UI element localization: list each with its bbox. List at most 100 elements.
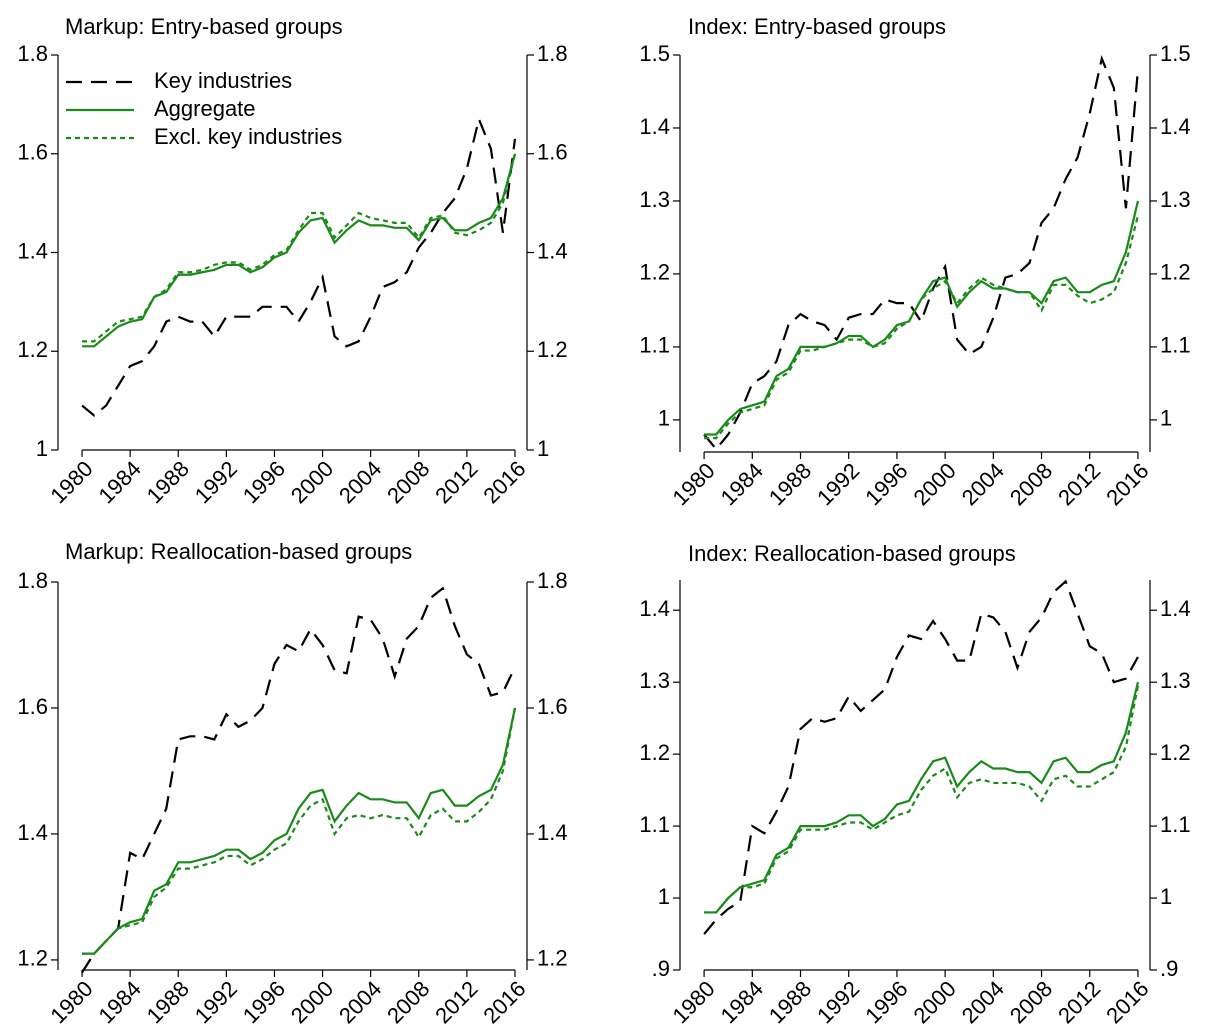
y2-tick-label: 1.4 xyxy=(1160,114,1191,139)
x-tick-label: 1988 xyxy=(142,976,194,1028)
x-tick-label: 1996 xyxy=(238,456,290,508)
chart-title: Markup: Entry-based groups xyxy=(65,14,343,39)
y-tick-label: 1.5 xyxy=(639,41,670,66)
series-line xyxy=(704,685,1140,914)
y2-tick-label: 1.6 xyxy=(537,140,568,165)
y-tick-label: 1.2 xyxy=(17,337,48,362)
x-tick-label: 2012 xyxy=(430,976,482,1028)
x-tick-label: 2000 xyxy=(908,976,960,1028)
y2-tick-label: 1.1 xyxy=(1160,812,1191,837)
series-line xyxy=(704,681,1140,914)
y2-tick-label: 1.4 xyxy=(1160,596,1191,621)
x-tick-label: 1980 xyxy=(667,458,719,510)
y2-tick-label: 1.2 xyxy=(1160,260,1191,285)
y-tick-label: .9 xyxy=(652,956,670,981)
series-line xyxy=(704,200,1140,436)
x-tick-label: 2008 xyxy=(382,976,434,1028)
y-tick-label: 1.8 xyxy=(17,41,48,66)
series-line xyxy=(82,153,517,343)
y-tick-label: 1.3 xyxy=(639,187,670,212)
y-tick-label: 1.2 xyxy=(639,260,670,285)
y-tick-label: 1.4 xyxy=(639,114,670,139)
chart-title: Markup: Reallocation-based groups xyxy=(65,539,412,564)
y2-tick-label: 1 xyxy=(1160,406,1172,431)
y2-tick-label: 1.8 xyxy=(537,568,568,593)
x-tick-label: 1980 xyxy=(45,456,97,508)
x-tick-label: 1992 xyxy=(190,456,242,508)
y2-tick-label: .9 xyxy=(1160,956,1178,981)
series-line xyxy=(82,707,517,955)
y-tick-label: 1.4 xyxy=(639,596,670,621)
x-tick-label: 2016 xyxy=(478,456,530,508)
y2-tick-label: 1.2 xyxy=(1160,740,1191,765)
y2-tick-label: 1.4 xyxy=(537,820,568,845)
x-tick-label: 2008 xyxy=(382,456,434,508)
y2-tick-label: 1.2 xyxy=(537,337,568,362)
chart-title: Index: Reallocation-based groups xyxy=(688,541,1016,566)
y-tick-label: 1.3 xyxy=(639,668,670,693)
y-tick-label: 1.6 xyxy=(17,694,48,719)
x-tick-label: 2012 xyxy=(1053,976,1105,1028)
x-tick-label: 2004 xyxy=(957,976,1009,1028)
x-tick-label: 1984 xyxy=(94,976,146,1028)
x-tick-label: 2008 xyxy=(1005,976,1057,1028)
x-tick-label: 2016 xyxy=(1101,976,1153,1028)
y-tick-label: 1.1 xyxy=(639,812,670,837)
x-tick-label: 1992 xyxy=(190,976,242,1028)
series-line xyxy=(81,115,517,417)
series-line xyxy=(703,579,1139,935)
y-tick-label: 1.8 xyxy=(17,568,48,593)
x-tick-label: 1996 xyxy=(860,976,912,1028)
y2-tick-label: 1.3 xyxy=(1160,668,1191,693)
y-tick-label: 1.4 xyxy=(17,820,48,845)
y-tick-label: 1 xyxy=(36,436,48,461)
x-tick-label: 1980 xyxy=(667,976,719,1028)
y2-tick-label: 1.2 xyxy=(537,946,568,971)
series-line xyxy=(703,54,1140,451)
x-tick-label: 2000 xyxy=(286,456,338,508)
x-tick-label: 2000 xyxy=(286,976,338,1028)
x-tick-label: 1988 xyxy=(142,456,194,508)
y-tick-label: 1.4 xyxy=(17,238,48,263)
x-tick-label: 1996 xyxy=(860,458,912,510)
y2-tick-label: 1.3 xyxy=(1160,187,1191,212)
x-tick-label: 1996 xyxy=(238,976,290,1028)
series-line xyxy=(82,153,517,348)
x-tick-label: 1984 xyxy=(94,456,146,508)
chart-title: Index: Entry-based groups xyxy=(688,14,946,39)
y-tick-label: 1 xyxy=(658,884,670,909)
y-tick-label: 1 xyxy=(658,406,670,431)
y-tick-label: 1.1 xyxy=(639,333,670,358)
y2-tick-label: 1.6 xyxy=(537,694,568,719)
y2-tick-label: 1 xyxy=(1160,884,1172,909)
x-tick-label: 2008 xyxy=(1005,458,1057,510)
x-tick-label: 2004 xyxy=(334,976,386,1028)
x-tick-label: 1984 xyxy=(716,976,768,1028)
x-tick-label: 1992 xyxy=(812,458,864,510)
y2-tick-label: 1.8 xyxy=(537,41,568,66)
x-tick-label: 1984 xyxy=(716,458,768,510)
legend-label: Key industries xyxy=(154,68,292,93)
x-tick-label: 2016 xyxy=(1101,458,1153,510)
y2-tick-label: 1.5 xyxy=(1160,41,1191,66)
y-tick-label: 1.2 xyxy=(17,946,48,971)
series-line xyxy=(82,707,517,955)
x-tick-label: 2016 xyxy=(478,976,530,1028)
x-tick-label: 1988 xyxy=(764,458,816,510)
y2-tick-label: 1 xyxy=(537,436,549,461)
x-tick-label: 1992 xyxy=(812,976,864,1028)
x-tick-label: 1980 xyxy=(45,976,97,1028)
y2-tick-label: 1.4 xyxy=(537,238,568,263)
x-tick-label: 2000 xyxy=(908,458,960,510)
legend-label: Excl. key industries xyxy=(154,124,342,149)
x-tick-label: 1988 xyxy=(764,976,816,1028)
y-tick-label: 1.6 xyxy=(17,140,48,165)
x-tick-label: 2012 xyxy=(1053,458,1105,510)
x-tick-label: 2012 xyxy=(430,456,482,508)
series-line xyxy=(81,586,516,974)
legend-label: Aggregate xyxy=(154,96,256,121)
y2-tick-label: 1.1 xyxy=(1160,333,1191,358)
x-tick-label: 2004 xyxy=(334,456,386,508)
x-tick-label: 2004 xyxy=(957,458,1009,510)
